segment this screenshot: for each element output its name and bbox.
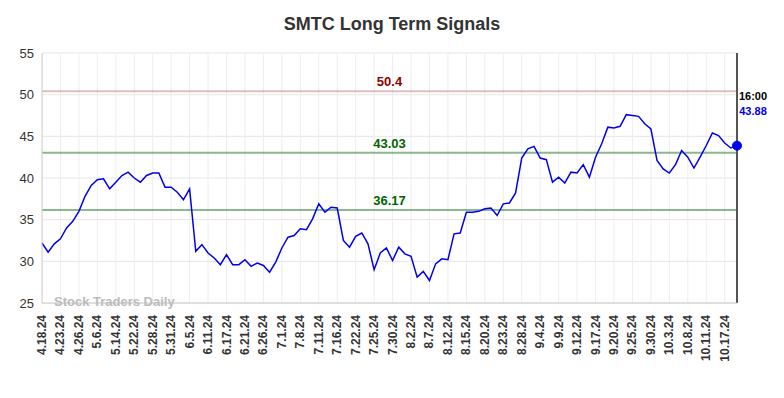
svg-text:5.6.24: 5.6.24 (90, 315, 104, 349)
svg-text:7.8.24: 7.8.24 (293, 315, 307, 349)
svg-text:16:00: 16:00 (739, 90, 767, 102)
svg-text:7.25.24: 7.25.24 (367, 315, 381, 355)
svg-text:25: 25 (20, 296, 34, 311)
svg-text:30: 30 (20, 254, 34, 269)
svg-text:7.1.24: 7.1.24 (275, 315, 289, 349)
svg-text:40: 40 (20, 171, 34, 186)
svg-text:5.28.24: 5.28.24 (146, 315, 160, 355)
html-text:Stock Traders Daily: Stock Traders Daily (54, 294, 175, 309)
svg-text:7.30.24: 7.30.24 (386, 315, 400, 355)
svg-text:50: 50 (20, 87, 34, 102)
svg-text:43.03: 43.03 (373, 136, 406, 151)
svg-text:4.26.24: 4.26.24 (72, 315, 86, 355)
svg-text:43.88: 43.88 (739, 105, 767, 117)
svg-text:55: 55 (20, 46, 34, 61)
svg-text:10.8.24: 10.8.24 (681, 315, 695, 355)
svg-text:6.21.24: 6.21.24 (238, 315, 252, 355)
svg-text:6.26.24: 6.26.24 (256, 315, 270, 355)
svg-text:5.14.24: 5.14.24 (109, 315, 123, 355)
svg-text:6.5.24: 6.5.24 (183, 315, 197, 349)
svg-text:7.22.24: 7.22.24 (349, 315, 363, 355)
svg-text:7.11.24: 7.11.24 (312, 315, 326, 355)
svg-text:4.18.24: 4.18.24 (35, 315, 49, 355)
svg-text:8.2.24: 8.2.24 (404, 315, 418, 349)
svg-text:6.17.24: 6.17.24 (220, 315, 234, 355)
svg-text:45: 45 (20, 129, 34, 144)
svg-text:6.11.24: 6.11.24 (201, 315, 215, 355)
svg-text:8.28.24: 8.28.24 (515, 315, 529, 355)
svg-text:9.30.24: 9.30.24 (644, 315, 658, 355)
svg-text:10.17.24: 10.17.24 (718, 315, 732, 362)
svg-text:9.25.24: 9.25.24 (625, 315, 639, 355)
svg-text:10.3.24: 10.3.24 (662, 315, 676, 355)
svg-text:50.4: 50.4 (377, 74, 403, 89)
svg-text:8.7.24: 8.7.24 (422, 315, 436, 349)
svg-text:7.16.24: 7.16.24 (330, 315, 344, 355)
svg-text:36.17: 36.17 (373, 193, 406, 208)
svg-text:35: 35 (20, 212, 34, 227)
svg-text:10.11.24: 10.11.24 (699, 315, 713, 361)
svg-text:9.12.24: 9.12.24 (570, 315, 584, 355)
svg-text:8.20.24: 8.20.24 (478, 315, 492, 355)
svg-text:5.22.24: 5.22.24 (127, 315, 141, 355)
svg-text:8.12.24: 8.12.24 (441, 315, 455, 355)
svg-text:4.23.24: 4.23.24 (53, 315, 67, 355)
svg-text:5.31.24: 5.31.24 (164, 315, 178, 355)
svg-text:9.4.24: 9.4.24 (533, 315, 547, 349)
svg-text:9.20.24: 9.20.24 (607, 315, 621, 355)
svg-text:8.15.24: 8.15.24 (459, 315, 473, 355)
svg-text:9.9.24: 9.9.24 (552, 315, 566, 349)
html-text:SMTC Long Term Signals: SMTC Long Term Signals (283, 14, 501, 34)
svg-text:8.23.24: 8.23.24 (496, 315, 510, 355)
svg-text:9.17.24: 9.17.24 (589, 315, 603, 355)
